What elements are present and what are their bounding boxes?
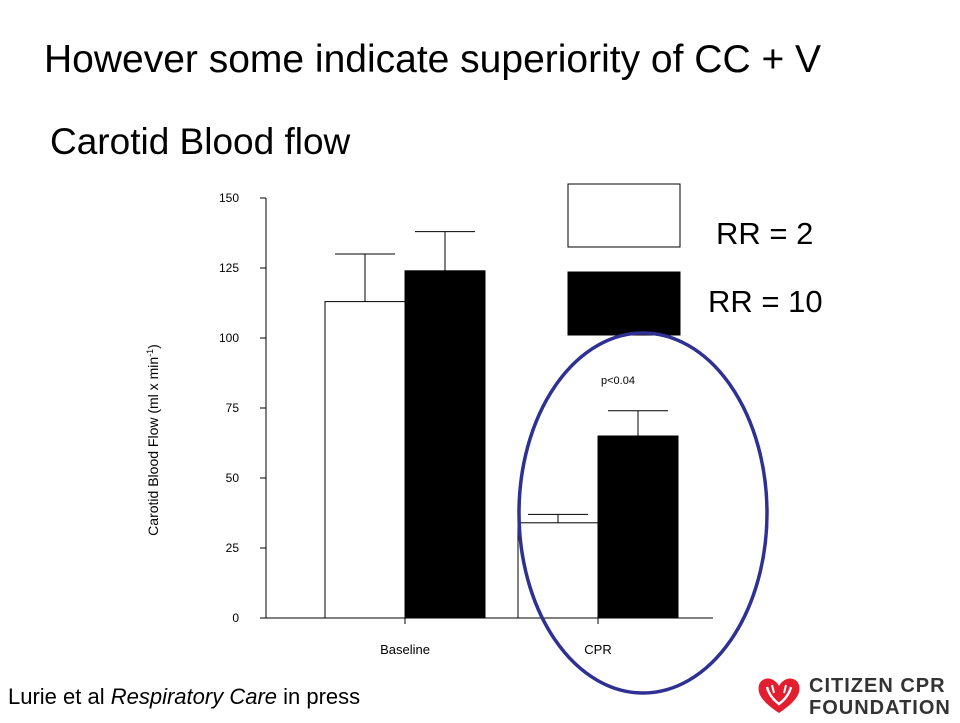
p-value-annotation: p<0.04 — [601, 375, 635, 387]
bar-baseline-rr2 — [324, 301, 406, 619]
legend-label-rr2: RR = 2 — [716, 216, 814, 251]
y-axis-label: Carotid Blood Flow (ml x min-1) — [145, 344, 161, 536]
x-tick-label: Baseline — [380, 642, 430, 657]
slide-subtitle: Carotid Blood flow — [50, 121, 351, 162]
heart-hands-icon — [758, 678, 800, 713]
bar-cpr-rr10 — [597, 435, 679, 619]
legend-swatch-rr2 — [567, 183, 681, 248]
y-tick-label: 0 — [232, 611, 239, 625]
x-tick-label: CPR — [584, 642, 611, 657]
y-tick-label: 125 — [219, 261, 239, 275]
y-tick-label: 25 — [226, 541, 240, 555]
y-tick-label: 100 — [219, 331, 239, 345]
logo-line1: CITIZEN CPR — [809, 675, 946, 697]
legend-swatch-rr10 — [567, 271, 681, 336]
highlight-ellipse — [517, 331, 769, 695]
y-tick-label: 75 — [226, 401, 240, 415]
citation-status: in press — [277, 684, 361, 709]
bar-cpr-rr2 — [517, 522, 599, 619]
y-tick-label: 50 — [226, 471, 240, 485]
citation-journal: Respiratory Care — [110, 684, 278, 709]
citation-authors: Lurie et al — [8, 684, 111, 709]
citizen-cpr-logo: CITIZEN CPR FOUNDATION — [755, 673, 955, 723]
slide-title: However some indicate superiority of CC … — [44, 38, 822, 81]
logo-line2: FOUNDATION — [809, 697, 951, 718]
y-tick-label: 150 — [219, 191, 239, 205]
legend-label-rr10: RR = 10 — [708, 284, 823, 319]
citation: Lurie et al Respiratory Care in press — [8, 686, 360, 708]
bar-baseline-rr10 — [404, 270, 486, 619]
